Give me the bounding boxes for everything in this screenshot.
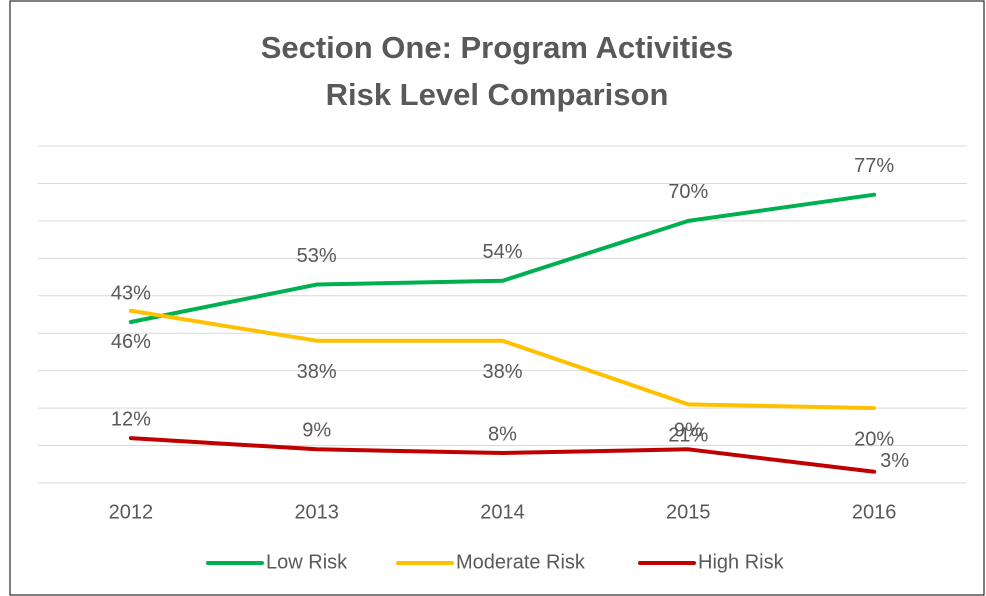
series-line bbox=[128, 308, 877, 411]
data-label: 38% bbox=[482, 361, 522, 383]
data-label: 70% bbox=[668, 181, 708, 203]
chart-frame bbox=[9, 0, 985, 596]
data-label: 20% bbox=[854, 428, 894, 450]
data-label: 38% bbox=[297, 361, 337, 383]
x-tick-label: 2012 bbox=[109, 501, 154, 523]
x-tick-label: 2015 bbox=[666, 501, 711, 523]
x-tick-label: 2014 bbox=[480, 501, 525, 523]
data-label: 8% bbox=[488, 423, 517, 445]
series-line bbox=[128, 436, 877, 474]
data-label: 21% bbox=[668, 425, 708, 447]
data-label: 46% bbox=[111, 331, 151, 353]
data-label: 43% bbox=[111, 282, 151, 304]
legend-label: Low Risk bbox=[266, 551, 348, 573]
chart-title: Section One: Program Activities bbox=[261, 30, 734, 65]
data-label: 3% bbox=[880, 450, 909, 472]
data-label: 9% bbox=[302, 420, 331, 442]
data-label: 77% bbox=[854, 155, 894, 177]
data-label: 53% bbox=[297, 245, 337, 267]
data-label: 12% bbox=[111, 408, 151, 430]
data-label: 9% bbox=[674, 420, 703, 442]
x-tick-label: 2016 bbox=[852, 501, 897, 523]
data-label: 54% bbox=[482, 241, 522, 263]
x-tick-label: 2013 bbox=[294, 501, 339, 523]
chart-title: Risk Level Comparison bbox=[326, 77, 669, 112]
series-line bbox=[128, 192, 877, 324]
legend-label: High Risk bbox=[698, 551, 785, 573]
legend-label: Moderate Risk bbox=[456, 551, 586, 573]
